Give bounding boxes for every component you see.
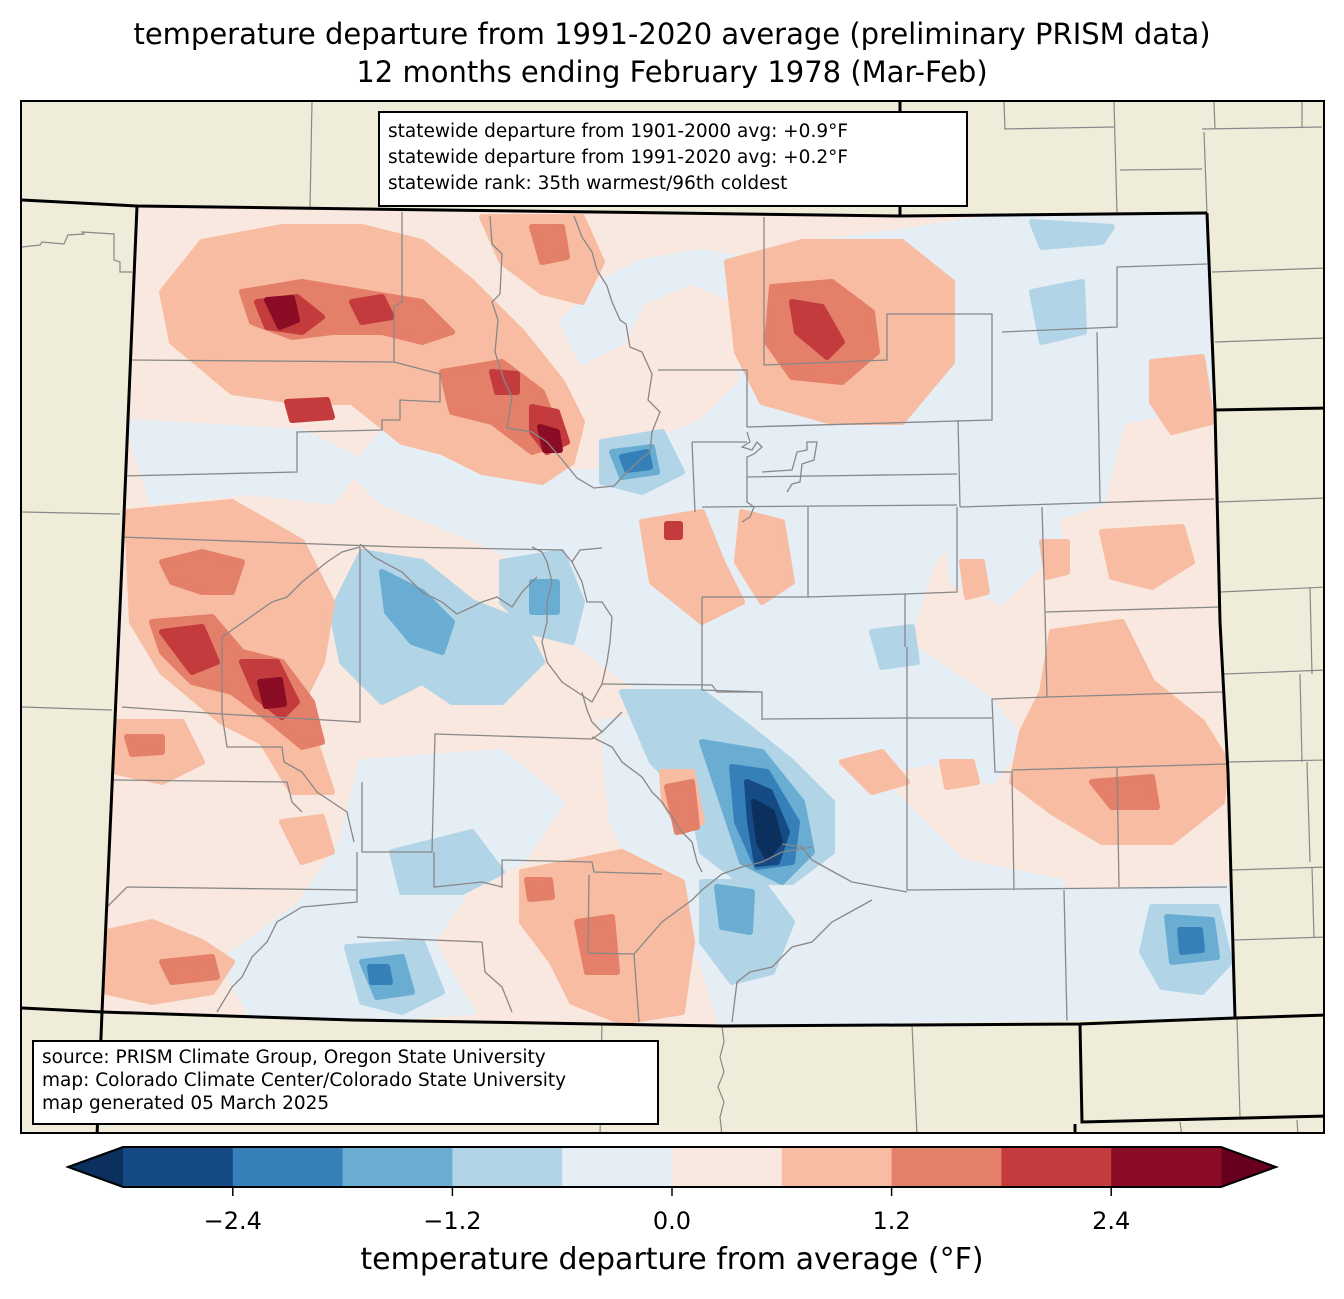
colorbar-segment bbox=[342, 1147, 453, 1187]
colorbar-segment bbox=[452, 1147, 563, 1187]
colorado-county-lines bbox=[106, 212, 1228, 1023]
contour-warm-wet-core bbox=[664, 779, 700, 835]
colorbar-segment bbox=[232, 1147, 344, 1187]
colorbar-segment bbox=[123, 1147, 234, 1187]
contour-mod-cool-sangre bbox=[714, 884, 755, 935]
contour-warm-e-spot3 bbox=[1039, 539, 1070, 580]
source-credit-box: source: PRISM Climate Group, Oregon Stat… bbox=[32, 1040, 659, 1125]
stats-departure-1901-2000: statewide departure from 1901-2000 avg: … bbox=[388, 121, 848, 142]
contour-warm-e-spot2 bbox=[1099, 524, 1195, 590]
colorbar-tick-label: 0.0 bbox=[653, 1207, 691, 1235]
contour-hot-weld bbox=[789, 299, 845, 360]
contour-warm-west-2-core bbox=[124, 734, 165, 757]
temperature-field bbox=[102, 206, 1235, 1026]
colorbar-tick-label: 1.2 bbox=[873, 1207, 911, 1235]
colorado-map bbox=[22, 102, 1323, 1132]
contour-hot-north-2 bbox=[349, 294, 395, 325]
map-subtitle: 12 months ending February 1978 (Mar-Feb) bbox=[356, 55, 988, 89]
map-credit-line: map: Colorado Climate Center/Colorado St… bbox=[42, 1070, 567, 1091]
colorbar-tick-label: 2.4 bbox=[1092, 1207, 1130, 1235]
contour-hot-wc-1 bbox=[159, 624, 220, 675]
contour-warm-pikes-e bbox=[734, 509, 795, 605]
colorbar-outline bbox=[65, 1146, 1279, 1188]
generated-date-line: map generated 05 March 2025 bbox=[42, 1093, 330, 1114]
statewide-stats-box: statewide departure from 1901-2000 avg: … bbox=[378, 111, 968, 207]
stats-departure-1991-2020: statewide departure from 1991-2020 avg: … bbox=[388, 147, 848, 168]
contour-warm-wc-1 bbox=[159, 549, 245, 595]
contour-very-hot-north bbox=[264, 295, 300, 330]
contour-warm-sw-core bbox=[159, 954, 220, 985]
map-title: temperature departure from 1991-2020 ave… bbox=[133, 17, 1211, 51]
colorbar-label: temperature departure from average (°F) bbox=[360, 1242, 984, 1277]
colorbar-segment bbox=[1001, 1147, 1112, 1187]
colorbar-segment bbox=[672, 1147, 783, 1187]
contour-warm-sw-spot bbox=[279, 814, 335, 865]
contour-very-hot-north-2 bbox=[537, 424, 563, 453]
contour-hot-north-3 bbox=[284, 397, 335, 423]
contour-warm-sl-core bbox=[574, 914, 620, 975]
contour-warm-sl-2 bbox=[524, 877, 555, 902]
stats-rank: statewide rank: 35th warmest/96th coldes… bbox=[388, 173, 788, 194]
contour-extreme-cool-arkansas bbox=[751, 799, 783, 860]
colorbar-over-extension bbox=[1221, 1147, 1276, 1187]
colorbar-segment bbox=[562, 1147, 673, 1187]
contour-warm-ne-spot bbox=[1149, 354, 1215, 435]
contour-cool-ne-spot bbox=[1029, 279, 1087, 345]
contour-very-hot-wc bbox=[257, 677, 287, 709]
contour-warm-se-plains bbox=[1009, 619, 1230, 845]
contour-near-normal-cool-southwest bbox=[219, 749, 565, 1023]
contour-cool-ne-top bbox=[1029, 219, 1115, 250]
colorbar-tick-label: −2.4 bbox=[204, 1207, 262, 1235]
contour-strong-cool-se bbox=[1177, 927, 1205, 955]
contour-warm-north-3 bbox=[529, 224, 570, 265]
contour-warm-se-core bbox=[1089, 774, 1160, 810]
source-line: source: PRISM Climate Group, Oregon Stat… bbox=[42, 1047, 546, 1068]
colorbar-segment bbox=[1111, 1147, 1222, 1187]
contour-cool-e-spot bbox=[869, 624, 920, 670]
contour-strong-cool-sj bbox=[367, 964, 393, 985]
colorbar-segment bbox=[781, 1147, 893, 1187]
neighbor-county-lines bbox=[22, 102, 1323, 1132]
contour-mod-cool-cm bbox=[529, 579, 560, 615]
map-area bbox=[20, 100, 1325, 1134]
colorbar-segment bbox=[891, 1147, 1002, 1187]
contour-warm-e-spot bbox=[959, 559, 990, 600]
colorbar: −2.4 −1.2 0.0 1.2 2.4 bbox=[65, 1146, 1279, 1235]
colorbar-under-extension bbox=[68, 1147, 123, 1187]
colorbar-tick-label: −1.2 bbox=[423, 1207, 481, 1235]
contour-hot-pikes-spot bbox=[664, 521, 683, 540]
contour-warm-se-spot2 bbox=[939, 759, 980, 790]
